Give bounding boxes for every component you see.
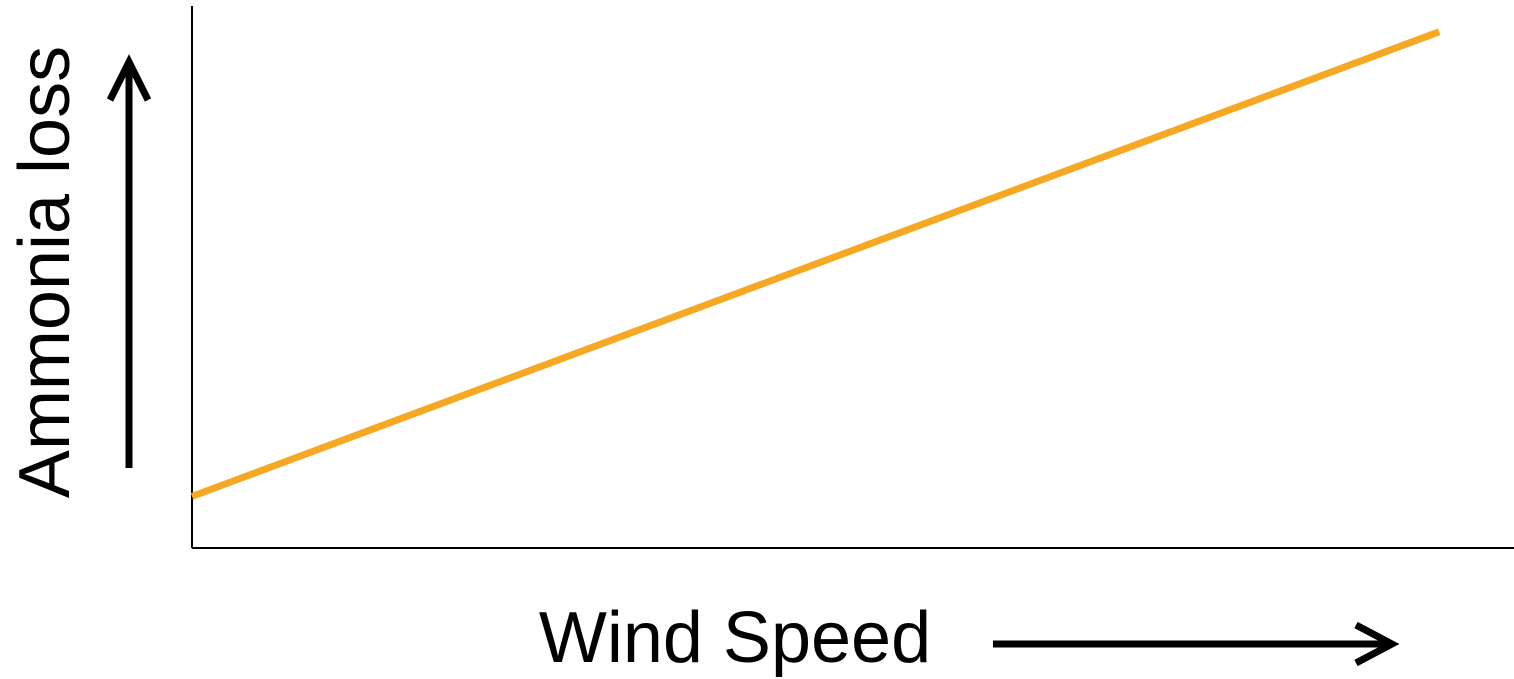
x-direction-arrow: [993, 621, 1400, 667]
x-axis-label: Wind Speed: [539, 598, 931, 678]
series-layer: [190, 28, 1441, 500]
series-line-0: [190, 28, 1441, 500]
y-direction-arrow: [106, 54, 152, 468]
y-axis-label: Ammonia loss: [5, 46, 85, 498]
